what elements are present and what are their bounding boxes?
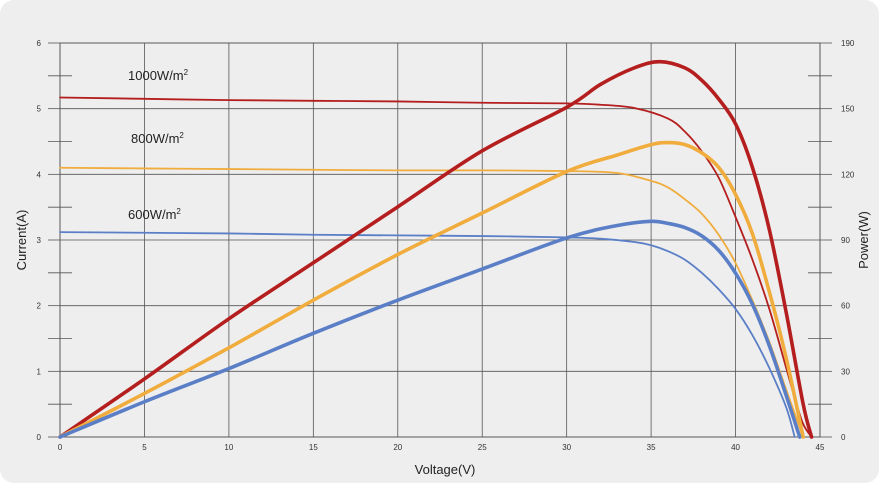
y-right-tick-label: 30 — [841, 367, 850, 376]
series-group — [58, 59, 814, 439]
y-left-tick-label: 4 — [37, 170, 42, 179]
x-tick-label: 25 — [478, 443, 487, 452]
x-axis-title: Voltage(V) — [415, 462, 476, 477]
plot-frame — [59, 42, 821, 438]
power-curve-irr600 — [58, 219, 802, 439]
y-right-tick-label: 0 — [841, 433, 846, 442]
y-right-tick-label: 90 — [841, 236, 850, 245]
x-tick-label: 10 — [224, 443, 233, 452]
irradiance-label-irr1000: 1000W/m2 — [128, 68, 189, 83]
x-tick-label: 20 — [393, 443, 402, 452]
irradiance-label-irr800: 800W/m2 — [131, 131, 184, 146]
y-axis-right-title: Power(W) — [856, 211, 871, 269]
power-curve-irr1000 — [58, 59, 814, 439]
x-tick-label: 5 — [142, 443, 147, 452]
x-tick-label: 30 — [562, 443, 571, 452]
y-right-tick-label: 150 — [841, 105, 855, 114]
x-tick-label: 35 — [647, 443, 656, 452]
irradiance-label-irr600: 600W/m2 — [128, 207, 181, 222]
x-tick-label: 0 — [58, 443, 63, 452]
x-tick-label: 15 — [309, 443, 318, 452]
x-tick-label: 45 — [816, 443, 825, 452]
y-left-tick-label: 0 — [37, 433, 42, 442]
y-right-tick-label: 190 — [841, 39, 855, 48]
y-left-tick-label: 5 — [37, 105, 42, 114]
current-curve-irr600 — [59, 231, 796, 438]
tick-labels: 0 5 10 15 20 25 30 35 40 450123456030609012015019… — [37, 39, 855, 452]
irradiance-labels: 1000W/m2 800W/m2 600W/m2 — [128, 68, 189, 222]
y-left-tick-label: 3 — [37, 236, 42, 245]
y-left-tick-label: 1 — [37, 367, 42, 376]
y-right-tick-label: 120 — [841, 170, 855, 179]
x-tick-label: 40 — [731, 443, 740, 452]
y-left-tick-label: 2 — [37, 302, 42, 311]
power-curve-irr800 — [58, 140, 805, 439]
y-right-tick-label: 60 — [841, 302, 850, 311]
y-left-tick-label: 6 — [37, 39, 42, 48]
current-curve-irr1000 — [59, 96, 813, 438]
y-axis-left-title: Current(A) — [14, 210, 29, 271]
